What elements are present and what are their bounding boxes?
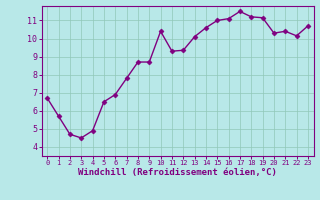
X-axis label: Windchill (Refroidissement éolien,°C): Windchill (Refroidissement éolien,°C) [78,168,277,177]
